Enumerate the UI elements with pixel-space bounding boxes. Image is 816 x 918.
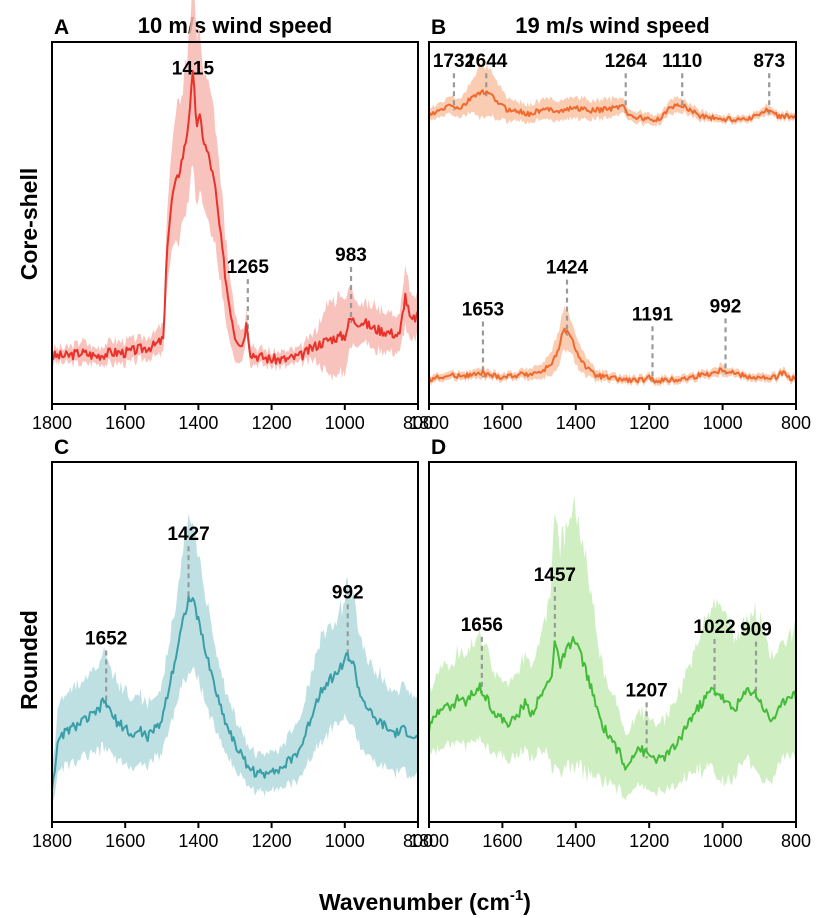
x-tick-label-b-1600: 1600 [482,413,522,433]
x-tick-label-b-1000: 1000 [703,413,743,433]
x-tick-label-a-1800: 1800 [32,413,72,433]
panel-b-series-2-line [428,327,797,384]
x-tick-label-c-1000: 1000 [325,831,365,851]
x-axis-label-superscript: -1 [510,887,523,904]
peak-label-d-1022: 1022 [693,617,735,638]
x-tick-label-d-1800: 1800 [409,831,449,851]
panel-frame-d [428,461,797,823]
peak-label-b-1264: 1264 [605,51,648,72]
panel-letter-d: D [431,436,446,459]
peak-label-a-1265: 1265 [227,257,270,278]
panel-d: D 1656 1457 1207 1022 909 1800 1600 1400 1200 1000… [409,436,811,851]
x-tick-label-a-1400: 1400 [178,413,218,433]
x-tick-label-d-1400: 1400 [556,831,596,851]
x-tick-label-b-1200: 1200 [629,413,669,433]
panel-frame-c [51,461,419,823]
panel-d-series-1-line [428,636,797,771]
peak-label-c-992: 992 [332,582,364,603]
peak-label-b-1110: 1110 [662,51,702,72]
peak-label-c-1427: 1427 [167,524,209,545]
x-tick-label-b-1400: 1400 [556,413,596,433]
panel-title-a: 10 m/s wind speed [138,13,332,38]
x-tick-label-c-1200: 1200 [252,831,292,851]
x-tick-label-c-1800: 1800 [32,831,72,851]
peak-label-d-1207: 1207 [625,680,667,701]
panel-a-series-1-line [51,70,419,365]
x-axis-label-close: ) [523,889,531,915]
row-label-rounded: Rounded [16,610,42,710]
x-tick-label-a-1600: 1600 [105,413,145,433]
x-axis-label: Wavenumber (cm-1) [319,887,531,915]
x-tick-label-d-1200: 1200 [629,831,669,851]
panel-frame-a [51,41,419,405]
x-tick-label-b-1800: 1800 [409,413,449,433]
x-tick-label-b-800: 800 [781,413,811,433]
panel-c: C 1652 1427 992 1800 1600 1400 1200 1000 800 [32,436,433,851]
panel-letter-a: A [54,16,69,39]
x-tick-label-c-1600: 1600 [105,831,145,851]
peak-label-a-983: 983 [335,245,367,266]
x-tick-label-a-1200: 1200 [252,413,292,433]
row-label-core-shell: Core-shell [16,168,42,280]
panels-group: A 10 m/s wind speed 1415 1265 983 1800 1600 140… [32,0,811,851]
x-tick-label-d-800: 800 [781,831,811,851]
peak-label-b-992: 992 [710,296,742,317]
peak-label-d-1457: 1457 [534,565,576,586]
x-tick-label-c-1400: 1400 [178,831,218,851]
panel-title-b: 19 m/s wind speed [515,13,709,38]
peak-label-a-1415: 1415 [172,58,215,79]
panel-a: A 10 m/s wind speed 1415 1265 983 1800 1600 140… [32,0,433,433]
x-tick-label-a-1000: 1000 [325,413,365,433]
panel-frame-b [428,41,797,405]
x-tick-label-d-1600: 1600 [482,831,522,851]
panel-letter-b: B [431,16,446,39]
peak-label-b-873: 873 [753,51,785,72]
peak-label-b-1732: 1732 [433,51,475,72]
x-tick-label-a-800: 800 [403,413,433,433]
peak-label-b-1191: 1191 [632,304,674,325]
x-tick-label-d-1000: 1000 [703,831,743,851]
panel-a-series-1-band [52,0,418,381]
panel-b-series-1-line [428,89,797,123]
peak-label-c-1652: 1652 [85,628,127,649]
peak-label-d-1656: 1656 [461,615,503,636]
panel-c-series-1-line [51,595,419,790]
peak-label-d-909: 909 [740,620,772,641]
x-tick-label-c-800: 800 [403,831,433,851]
peak-label-b-1653: 1653 [462,299,504,320]
panel-d-series-1-band [429,495,796,801]
peak-label-b-1424: 1424 [546,258,589,279]
x-axis-label-main: Wavenumber (cm [319,889,510,915]
panel-letter-c: C [54,436,69,459]
peak-label-b-1644: 1644 [465,51,508,72]
